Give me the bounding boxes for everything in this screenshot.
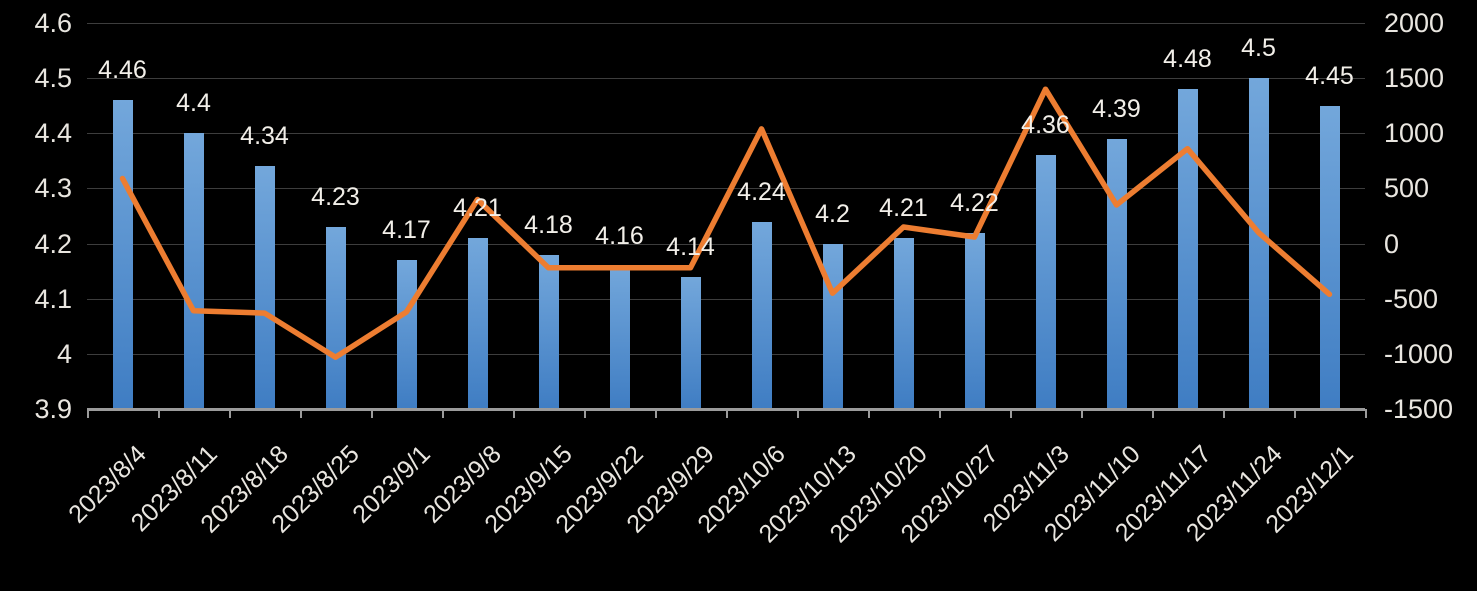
x-axis-tick <box>726 409 728 418</box>
bar-value-label: 4.16 <box>595 221 644 250</box>
x-axis-tick <box>1152 409 1154 418</box>
x-axis-tick <box>655 409 657 418</box>
bar <box>1035 155 1056 409</box>
gridline <box>87 23 1365 24</box>
bar <box>1177 89 1198 409</box>
right-axis-tick-label: -1000 <box>1384 338 1454 369</box>
bar <box>893 238 914 409</box>
bar <box>183 133 204 409</box>
x-axis-tick <box>1081 409 1083 418</box>
right-axis-tick-label: 0 <box>1384 228 1400 259</box>
right-axis-tick-label: 500 <box>1384 173 1430 204</box>
x-axis-tick <box>584 409 586 418</box>
bar-value-label: 4.23 <box>311 183 360 211</box>
gridline <box>87 78 1365 80</box>
right-axis-tick-label: 1500 <box>1384 63 1445 94</box>
x-axis-tick <box>371 409 373 418</box>
x-axis-tick <box>1010 409 1012 418</box>
gridline <box>87 133 1365 135</box>
bar-value-label: 4.45 <box>1305 61 1354 90</box>
bar-value-label: 4.46 <box>98 56 147 85</box>
x-axis-tick <box>939 409 941 418</box>
bar-value-label: 4.21 <box>453 194 502 223</box>
x-axis-tick <box>87 409 89 418</box>
bar-value-label: 4.48 <box>1163 45 1212 74</box>
bar <box>112 100 133 409</box>
gridline <box>87 298 1365 300</box>
bar-value-label: 4.5 <box>1241 34 1276 63</box>
bar <box>1106 138 1127 409</box>
gridline <box>87 188 1365 190</box>
x-axis-tick <box>229 409 231 418</box>
left-axis-tick-label: 4 <box>56 338 72 369</box>
x-axis-tick <box>1365 409 1367 418</box>
left-axis-tick-label: 4.5 <box>34 63 72 94</box>
bar <box>467 238 488 409</box>
bar <box>396 260 417 409</box>
bar <box>1248 78 1269 409</box>
bar <box>609 265 630 409</box>
bar-value-label: 4.21 <box>879 194 928 223</box>
gridline <box>87 353 1365 355</box>
bar-value-label: 4.18 <box>524 210 573 239</box>
x-axis-tick <box>513 409 515 418</box>
left-axis-tick-label: 4.6 <box>34 8 72 38</box>
x-axis-tick <box>300 409 302 418</box>
left-axis-tick-label: 4.3 <box>34 173 72 204</box>
x-axis-tick <box>158 409 160 418</box>
x-axis-tick <box>797 409 799 418</box>
left-axis-tick-label: 4.2 <box>34 228 72 259</box>
x-axis-tick <box>868 409 870 418</box>
left-axis-tick-label: 4.1 <box>34 283 72 314</box>
bar <box>1319 105 1340 409</box>
left-axis-tick-label: 3.9 <box>34 394 72 424</box>
bar-value-label: 4.24 <box>737 177 786 206</box>
bar <box>751 221 772 409</box>
bar <box>325 227 346 409</box>
left-axis-tick-label: 4.4 <box>34 118 72 149</box>
x-axis-tick <box>1294 409 1296 418</box>
bar-value-label: 4.4 <box>176 89 211 118</box>
bar <box>254 166 275 409</box>
x-axis-tick <box>1223 409 1225 418</box>
right-axis-tick-label: -500 <box>1384 283 1439 314</box>
bar <box>680 276 701 409</box>
line-series-path <box>119 86 1333 360</box>
right-axis-tick-label: -1500 <box>1384 394 1454 424</box>
bar-value-label: 4.14 <box>666 232 715 261</box>
bar-value-label: 4.36 <box>1021 111 1070 140</box>
bar-value-label: 4.17 <box>382 216 431 245</box>
bar <box>538 254 559 409</box>
bar-value-label: 4.22 <box>950 188 999 217</box>
right-axis-tick-label: 1000 <box>1384 118 1445 149</box>
x-axis-tick <box>442 409 444 418</box>
gridline <box>87 243 1365 245</box>
bar-value-label: 4.2 <box>815 199 850 228</box>
bar-value-label: 4.39 <box>1092 94 1141 123</box>
right-axis-tick-label: 2000 <box>1384 8 1445 38</box>
bar-value-label: 4.34 <box>240 122 289 151</box>
bar <box>964 232 985 409</box>
